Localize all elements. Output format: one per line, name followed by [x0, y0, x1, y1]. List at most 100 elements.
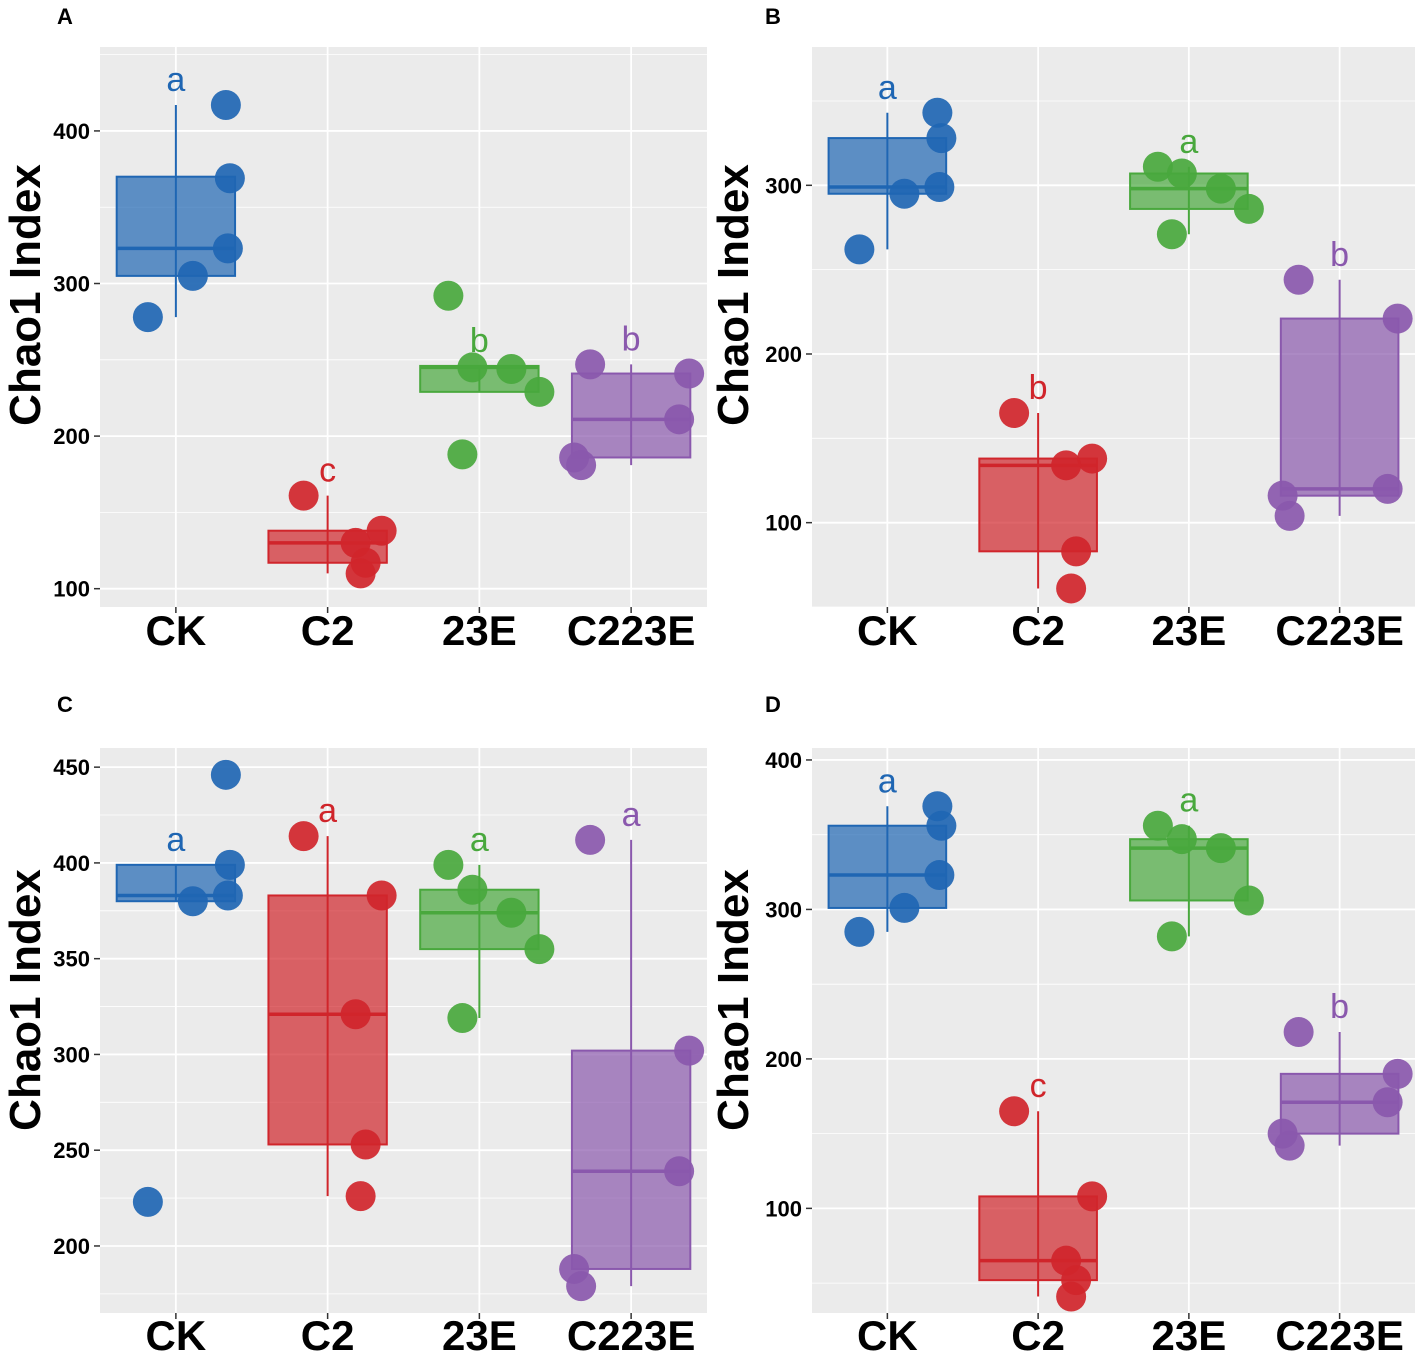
data-point: [345, 558, 376, 589]
y-tick-label: 450: [53, 755, 90, 780]
panel-label: C: [57, 692, 73, 717]
significance-letter: b: [1029, 369, 1048, 407]
y-axis-label: Chao1 Index: [709, 164, 758, 426]
significance-letter: a: [318, 792, 337, 830]
data-point: [1061, 536, 1092, 567]
significance-letter: a: [166, 61, 185, 99]
data-point: [1156, 219, 1187, 250]
panel-b: B 100 200 300 Chao1 Index a CK b C2 a 23E b C223E: [709, 4, 1415, 654]
data-point: [177, 260, 208, 291]
data-point: [496, 353, 527, 384]
y-tick-label: 200: [765, 342, 802, 367]
data-point: [212, 880, 243, 911]
y-axis-label: Chao1 Index: [1, 164, 50, 426]
data-point: [177, 886, 208, 917]
box: [1279, 317, 1400, 497]
data-point: [214, 163, 245, 194]
y-tick-label: 200: [765, 1047, 802, 1072]
data-point: [1166, 158, 1197, 189]
significance-letter: a: [1179, 782, 1198, 820]
data-point: [922, 97, 953, 128]
y-tick-label: 400: [53, 119, 90, 144]
significance-letter: b: [1330, 236, 1349, 274]
y-tick-label: 300: [765, 897, 802, 922]
box: [115, 175, 237, 277]
plot-area: [100, 47, 707, 607]
data-point: [566, 1271, 597, 1302]
data-point: [433, 280, 464, 311]
data-point: [575, 349, 606, 380]
y-tick-label: 300: [53, 272, 90, 297]
significance-letter: c: [1030, 1067, 1047, 1105]
y-tick-label: 200: [53, 1234, 90, 1259]
data-point: [926, 123, 957, 154]
significance-letter: a: [1179, 123, 1198, 161]
data-point: [350, 1129, 381, 1160]
x-tick-label: C223E: [1275, 607, 1403, 654]
data-point: [999, 1096, 1030, 1127]
data-point: [1142, 151, 1173, 182]
data-point: [457, 352, 488, 383]
data-point: [288, 480, 319, 511]
data-point: [132, 1186, 163, 1217]
y-tick-label: 100: [765, 1196, 802, 1221]
data-point: [1077, 443, 1108, 474]
data-point: [889, 892, 920, 923]
data-point: [1056, 573, 1087, 604]
data-point: [1051, 450, 1082, 481]
data-point: [132, 302, 163, 333]
data-point: [212, 233, 243, 264]
data-point: [288, 821, 319, 852]
y-tick-label: 400: [765, 748, 802, 773]
data-point: [926, 810, 957, 841]
significance-letter: a: [166, 821, 185, 859]
y-axis-label: Chao1 Index: [709, 869, 758, 1131]
x-tick-label: C223E: [567, 607, 695, 654]
data-point: [999, 398, 1030, 429]
significance-letter: b: [1330, 988, 1349, 1026]
data-point: [210, 89, 241, 120]
significance-letter: a: [878, 762, 897, 800]
data-point: [664, 404, 695, 435]
data-point: [1274, 1130, 1305, 1161]
data-point: [1142, 810, 1173, 841]
data-point: [433, 849, 464, 880]
significance-letter: a: [622, 796, 641, 834]
data-point: [1205, 833, 1236, 864]
y-tick-label: 400: [53, 851, 90, 876]
panel-label: B: [765, 4, 781, 29]
y-tick-label: 200: [53, 424, 90, 449]
x-tick-label: C2: [301, 607, 355, 654]
data-point: [1283, 264, 1314, 295]
data-point: [496, 897, 527, 928]
data-point: [1077, 1181, 1108, 1212]
box: [570, 1049, 692, 1270]
data-point: [1274, 500, 1305, 531]
data-point: [575, 824, 606, 855]
significance-letter: b: [470, 322, 489, 360]
data-point: [664, 1156, 695, 1187]
panel-label: D: [765, 692, 781, 717]
y-tick-label: 350: [53, 947, 90, 972]
data-point: [844, 234, 875, 265]
data-point: [1372, 473, 1403, 504]
data-point: [566, 450, 597, 481]
data-point: [447, 1003, 478, 1034]
x-tick-label: 23E: [442, 607, 517, 654]
data-point: [674, 1035, 705, 1066]
y-tick-label: 300: [765, 173, 802, 198]
significance-letter: a: [470, 821, 489, 859]
data-point: [1166, 824, 1197, 855]
data-point: [340, 999, 371, 1030]
y-tick-label: 300: [53, 1042, 90, 1067]
data-point: [1382, 1058, 1413, 1089]
data-point: [1233, 193, 1264, 224]
data-point: [1372, 1087, 1403, 1118]
data-point: [524, 376, 555, 407]
data-point: [1205, 173, 1236, 204]
data-point: [924, 860, 955, 891]
data-point: [447, 439, 478, 470]
data-point: [1382, 303, 1413, 334]
